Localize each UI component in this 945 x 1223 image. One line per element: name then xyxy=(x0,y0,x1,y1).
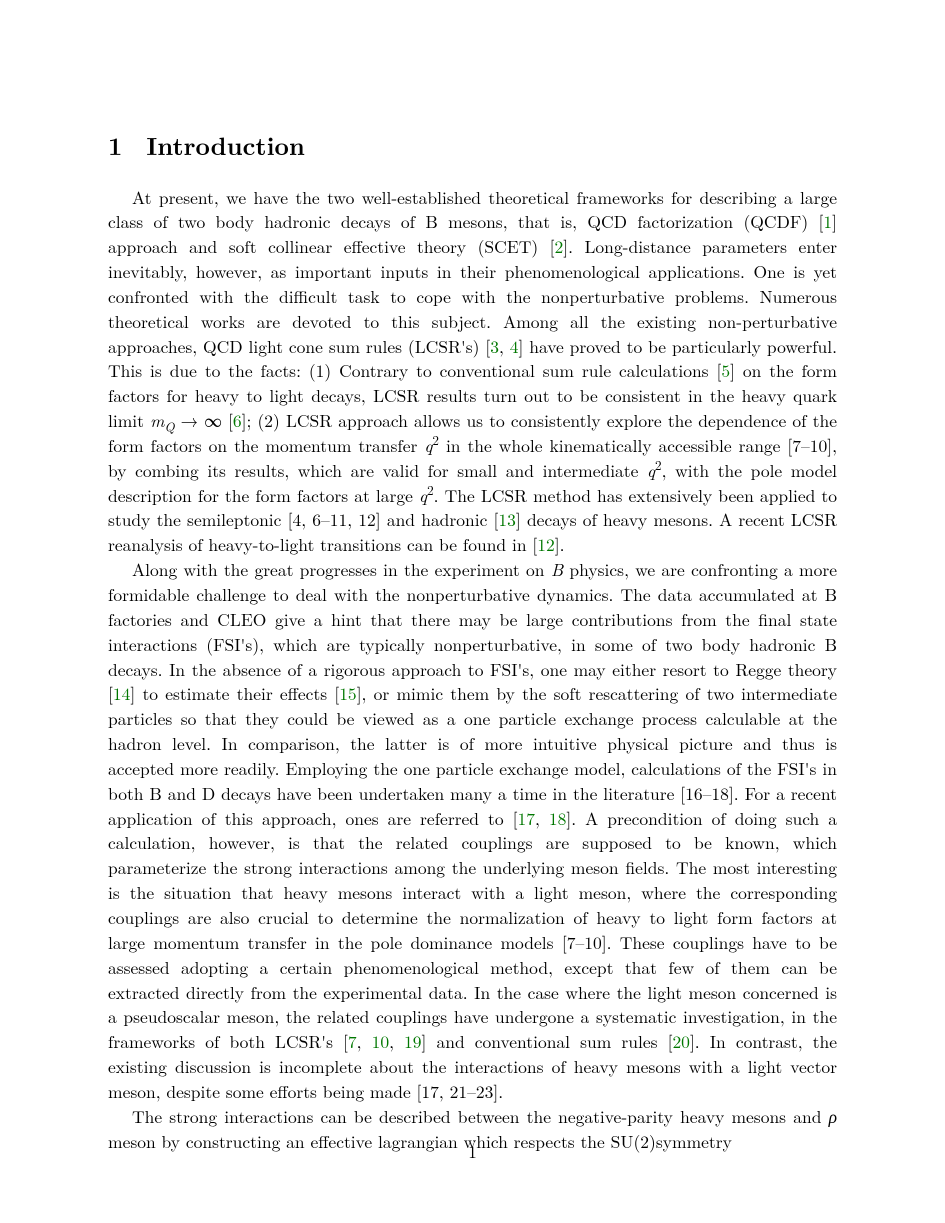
citation-link[interactable]: 3 xyxy=(490,334,499,359)
body-text: ] to estimate their effects [ xyxy=(130,681,339,706)
section-number: 1 xyxy=(108,128,122,164)
body-text: , xyxy=(535,806,549,831)
citation-link[interactable]: 5 xyxy=(721,358,730,383)
math-symbol: m xyxy=(150,408,164,433)
citation-link[interactable]: 15 xyxy=(339,681,357,706)
section-heading: 1 Introduction xyxy=(108,128,837,164)
body-text: At present, we have the two well-establi… xyxy=(108,185,837,235)
citation-link[interactable]: 6 xyxy=(233,408,242,433)
body-text: , xyxy=(499,334,510,359)
body-text: The strong interactions can be described… xyxy=(132,1104,829,1129)
body-text: , xyxy=(357,1029,372,1054)
citation-link[interactable]: 12 xyxy=(537,532,555,557)
math-symbol: ρ xyxy=(829,1104,837,1129)
citation-link[interactable]: 10 xyxy=(372,1029,390,1054)
body-text: → ∞ [ xyxy=(175,408,233,433)
citation-link[interactable]: 13 xyxy=(498,507,516,532)
paragraph-2: Along with the great progresses in the e… xyxy=(108,558,837,1105)
math-symbol: B xyxy=(551,557,563,582)
section-title: Introduction xyxy=(146,128,305,163)
citation-link[interactable]: 18 xyxy=(549,806,567,831)
citation-link[interactable]: 4 xyxy=(510,334,519,359)
body-text: ] and conventional sum rules [ xyxy=(422,1029,673,1054)
citation-link[interactable]: 1 xyxy=(823,209,832,234)
citation-link[interactable]: 7 xyxy=(348,1029,357,1054)
body-text: Along with the great progresses in the e… xyxy=(132,557,551,582)
body-text: ]. xyxy=(555,532,565,557)
citation-link[interactable]: 14 xyxy=(113,681,131,706)
citation-link[interactable]: 20 xyxy=(672,1029,690,1054)
math-symbol: q xyxy=(647,458,655,483)
citation-link[interactable]: 17 xyxy=(517,806,535,831)
body-text: ]. A precondition of doing such a calcul… xyxy=(108,806,837,1055)
body-text: , xyxy=(389,1029,404,1054)
page-number: 1 xyxy=(0,1140,945,1165)
citation-link[interactable]: 19 xyxy=(404,1029,422,1054)
math-symbol: q xyxy=(419,483,427,508)
paragraph-1: At present, we have the two well-establi… xyxy=(108,186,837,559)
citation-link[interactable]: 2 xyxy=(555,234,564,259)
